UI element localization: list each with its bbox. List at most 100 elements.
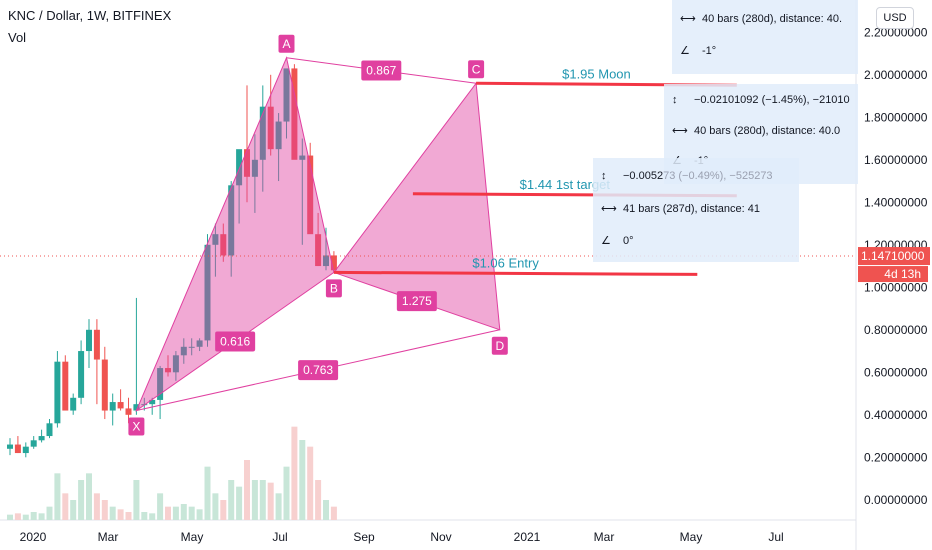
chart-title: KNC / Dollar, 1W, BITFINEX (8, 8, 172, 23)
volume-bar (283, 466, 290, 520)
x-tick-label: Jul (768, 530, 783, 544)
measure-text: −0.02101092 (−1.45%), −21010 (694, 94, 850, 106)
volume-bar (259, 480, 266, 520)
candle (86, 319, 92, 369)
ratio-bd: 1.275 (402, 294, 432, 308)
y-tick-label: 1.40000000 (864, 195, 928, 209)
candle-body (46, 423, 53, 437)
candle-body (38, 436, 45, 441)
x-tick-label: May (680, 530, 703, 544)
candle (283, 68, 290, 139)
current-price-value: 1.14710000 (861, 249, 925, 263)
candle (275, 113, 282, 182)
ratio-ac-badge (361, 60, 402, 81)
candle (70, 393, 77, 415)
volume-bar (244, 460, 250, 520)
volume-bar (149, 513, 156, 520)
countdown-tag (858, 266, 928, 283)
candle (244, 85, 250, 203)
candle-body (101, 359, 108, 411)
x-tick-label: Jul (272, 530, 287, 544)
volume-bar (204, 466, 211, 520)
x-tick-label: Mar (594, 530, 615, 544)
candle-body (315, 234, 322, 267)
current-price-tag (858, 247, 930, 266)
candle-body (275, 121, 282, 150)
volume-bar (180, 504, 187, 520)
candle (101, 346, 108, 420)
measure-box-1: ⟷ 40 bars (280d), distance: 40. ∠ -1° (672, 0, 858, 74)
candle-body (70, 397, 77, 411)
ratio-xd: 0.763 (303, 363, 333, 377)
volume-bar (236, 486, 243, 520)
bars-range-icon: ⟷ (672, 125, 688, 137)
candle-body (109, 402, 116, 411)
candle (7, 438, 13, 456)
candle (38, 429, 45, 443)
candle-body (220, 234, 227, 256)
currency-button[interactable]: USD (876, 7, 914, 29)
candle-body (228, 185, 235, 256)
candle (307, 142, 314, 235)
volume-bar (323, 500, 329, 520)
candle-body (212, 234, 219, 245)
volume-bar (46, 506, 53, 520)
volume-bar (251, 480, 258, 520)
candle (157, 365, 164, 420)
pattern-point-label: B (330, 281, 338, 295)
volume-bar (141, 512, 148, 520)
x-tick-label: 2020 (20, 530, 47, 544)
volume-bar (30, 512, 37, 520)
candle-body (172, 355, 179, 373)
volume-bar (220, 500, 227, 520)
candle (93, 319, 100, 405)
y-tick-label: 1.00000000 (864, 280, 928, 294)
volume-bar (307, 446, 314, 520)
volume-bar (299, 440, 306, 520)
candle (149, 397, 156, 415)
candle-body (149, 399, 156, 405)
measure-text: 40 bars (280d), distance: 40. (702, 13, 843, 25)
candle (22, 442, 29, 458)
pattern-point-badge (128, 417, 145, 436)
pattern-point-badge (325, 279, 342, 298)
candle-body (244, 149, 250, 177)
target-label: $1.95 Moon (562, 66, 631, 81)
candle (228, 181, 235, 277)
candle-body (283, 68, 290, 122)
measure-text: −0.0052 (623, 170, 664, 182)
volume-bar (228, 480, 235, 520)
pattern-point-label: X (132, 420, 140, 434)
candle (14, 436, 21, 454)
volume-bar (157, 493, 164, 520)
candle (62, 355, 69, 411)
volume-bar (38, 513, 45, 520)
bars-range-icon: ⟷ (680, 13, 696, 25)
target-label: $1.06 Entry (472, 255, 539, 270)
volume-bar (109, 506, 116, 520)
candle-body (267, 106, 274, 150)
candle (117, 389, 124, 411)
pattern-point-label: D (495, 339, 504, 353)
x-tick-label: Sep (353, 530, 375, 544)
candle-body (54, 361, 61, 424)
volume-bar (196, 509, 203, 520)
y-tick-label: 0.40000000 (864, 408, 928, 422)
candle-body (157, 368, 164, 400)
ratio-bd-badge (396, 291, 437, 312)
candle-body (307, 155, 314, 235)
candle-body (259, 106, 266, 160)
ratio-xb: 0.616 (220, 334, 250, 348)
volume-bar (14, 513, 21, 520)
candle-body (14, 444, 21, 454)
candle-body (117, 402, 124, 409)
volume-bar (165, 506, 171, 520)
measure-text: 40 bars (280d), distance: 40.0 (694, 125, 841, 137)
y-tick-label: 2.00000000 (864, 68, 928, 82)
candle (46, 419, 53, 439)
volume-bar (267, 482, 274, 520)
y-tick-label: 0.60000000 (864, 365, 928, 379)
candle-body (133, 404, 140, 411)
measure-text: -1° (702, 45, 717, 57)
